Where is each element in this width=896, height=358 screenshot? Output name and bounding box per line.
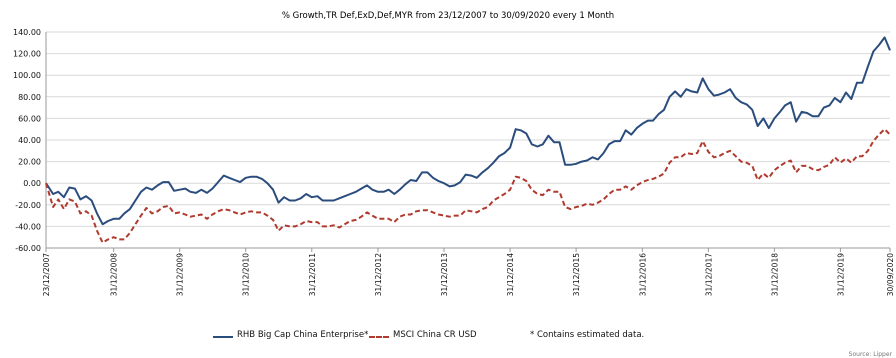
y-tick-label: 120.00	[13, 50, 41, 59]
x-tick-label: 31/12/2009	[176, 253, 185, 296]
x-tick-label: 31/12/2010	[242, 253, 251, 296]
legend-label-rhb: RHB Big Cap China Enterprise*	[237, 330, 369, 340]
x-tick-label: 31/12/2014	[506, 253, 515, 296]
x-tick-label: 30/09/2020	[886, 253, 895, 296]
x-tick-label: 31/12/2013	[440, 253, 449, 296]
legend-label-msci: MSCI China CR USD	[393, 330, 477, 340]
x-tick-label: 31/12/2017	[704, 253, 713, 296]
estimated-data-note: * Contains estimated data.	[530, 330, 645, 340]
y-tick-label: -40.00	[15, 222, 41, 231]
y-tick-label: -20.00	[15, 201, 41, 210]
x-tick-label: 31/12/2015	[572, 253, 581, 296]
series-line-rhb	[45, 36, 891, 226]
x-tick-label: 31/12/2018	[770, 253, 779, 296]
x-tick-label: 23/12/2007	[42, 253, 51, 296]
y-tick-label: -60.00	[15, 244, 41, 253]
x-tick-label: 31/12/2011	[308, 253, 317, 296]
x-tick-label: 31/12/2012	[374, 253, 383, 296]
x-tick-label: 31/12/2016	[638, 253, 647, 296]
source-label: Source: Lipper	[848, 351, 892, 358]
x-tick-label: 31/12/2008	[110, 253, 119, 296]
y-tick-label: 60.00	[18, 114, 41, 123]
y-tick-label: 20.00	[18, 158, 41, 167]
y-tick-label: 140.00	[13, 28, 41, 37]
chart-title: % Growth,TR Def,ExD,Def,MYR from 23/12/2…	[281, 11, 615, 21]
legend-swatch-rhb	[213, 336, 233, 338]
y-tick-label: 0.00	[23, 179, 41, 188]
y-tick-label: 40.00	[18, 136, 41, 145]
y-tick-label: 100.00	[13, 71, 41, 80]
legend-swatch-msci	[369, 336, 389, 338]
y-tick-label: 80.00	[18, 93, 41, 102]
series-line-msci	[45, 128, 891, 244]
x-tick-label: 31/12/2019	[836, 253, 845, 296]
